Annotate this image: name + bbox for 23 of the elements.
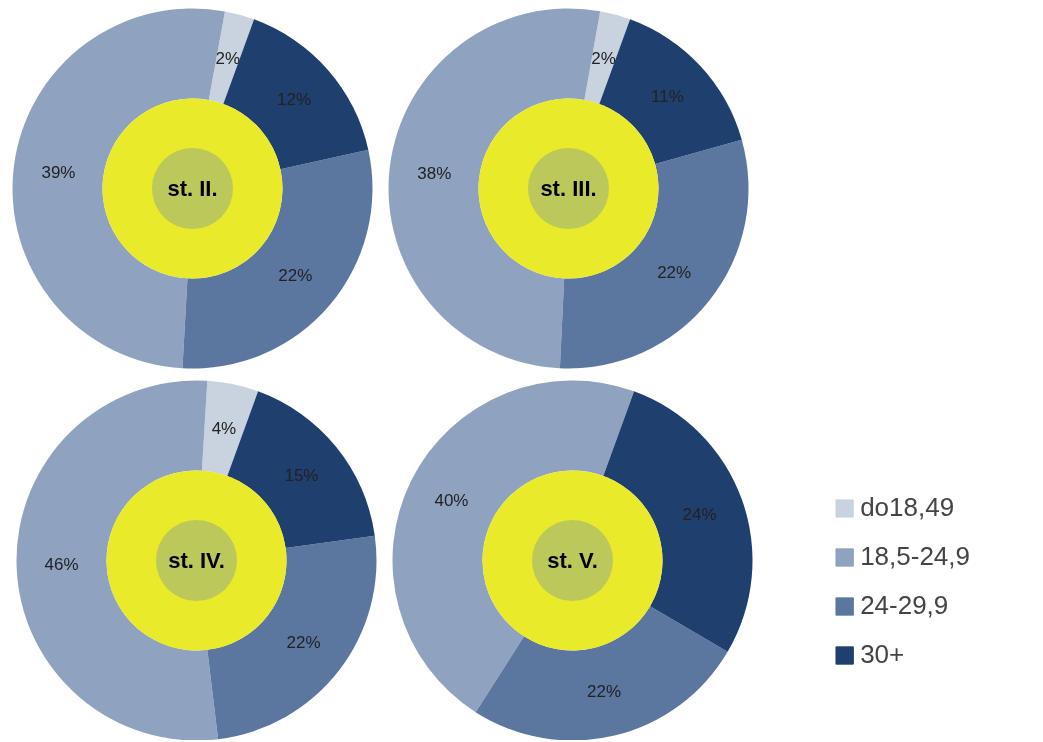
data-label: 24% [682,505,717,525]
data-label: 4% [211,418,237,438]
legend-label: 24-29,9 [860,590,949,621]
legend-label: do18,49 [860,492,955,523]
legend-label: 30+ [860,639,905,670]
data-label: 11% [651,87,684,107]
data-label: 22% [286,633,321,653]
text: st. III. [540,176,597,201]
data-label: 22% [278,266,313,286]
text: st. V. [547,548,598,573]
data-label: 12% [277,90,312,110]
data-label: 15% [284,466,319,486]
data-label: 2% [215,48,241,68]
data-label: 2% [591,48,616,68]
text: st. IV. [168,548,225,573]
data-label: 22% [586,682,622,702]
legend-label: 18,5-24,9 [860,541,970,572]
data-label: 22% [657,263,692,283]
data-label: 39% [41,163,76,183]
text: st. II. [167,176,218,201]
data-label: 40% [434,491,469,511]
data-label: 38% [417,163,452,183]
data-label: 46% [44,555,79,575]
